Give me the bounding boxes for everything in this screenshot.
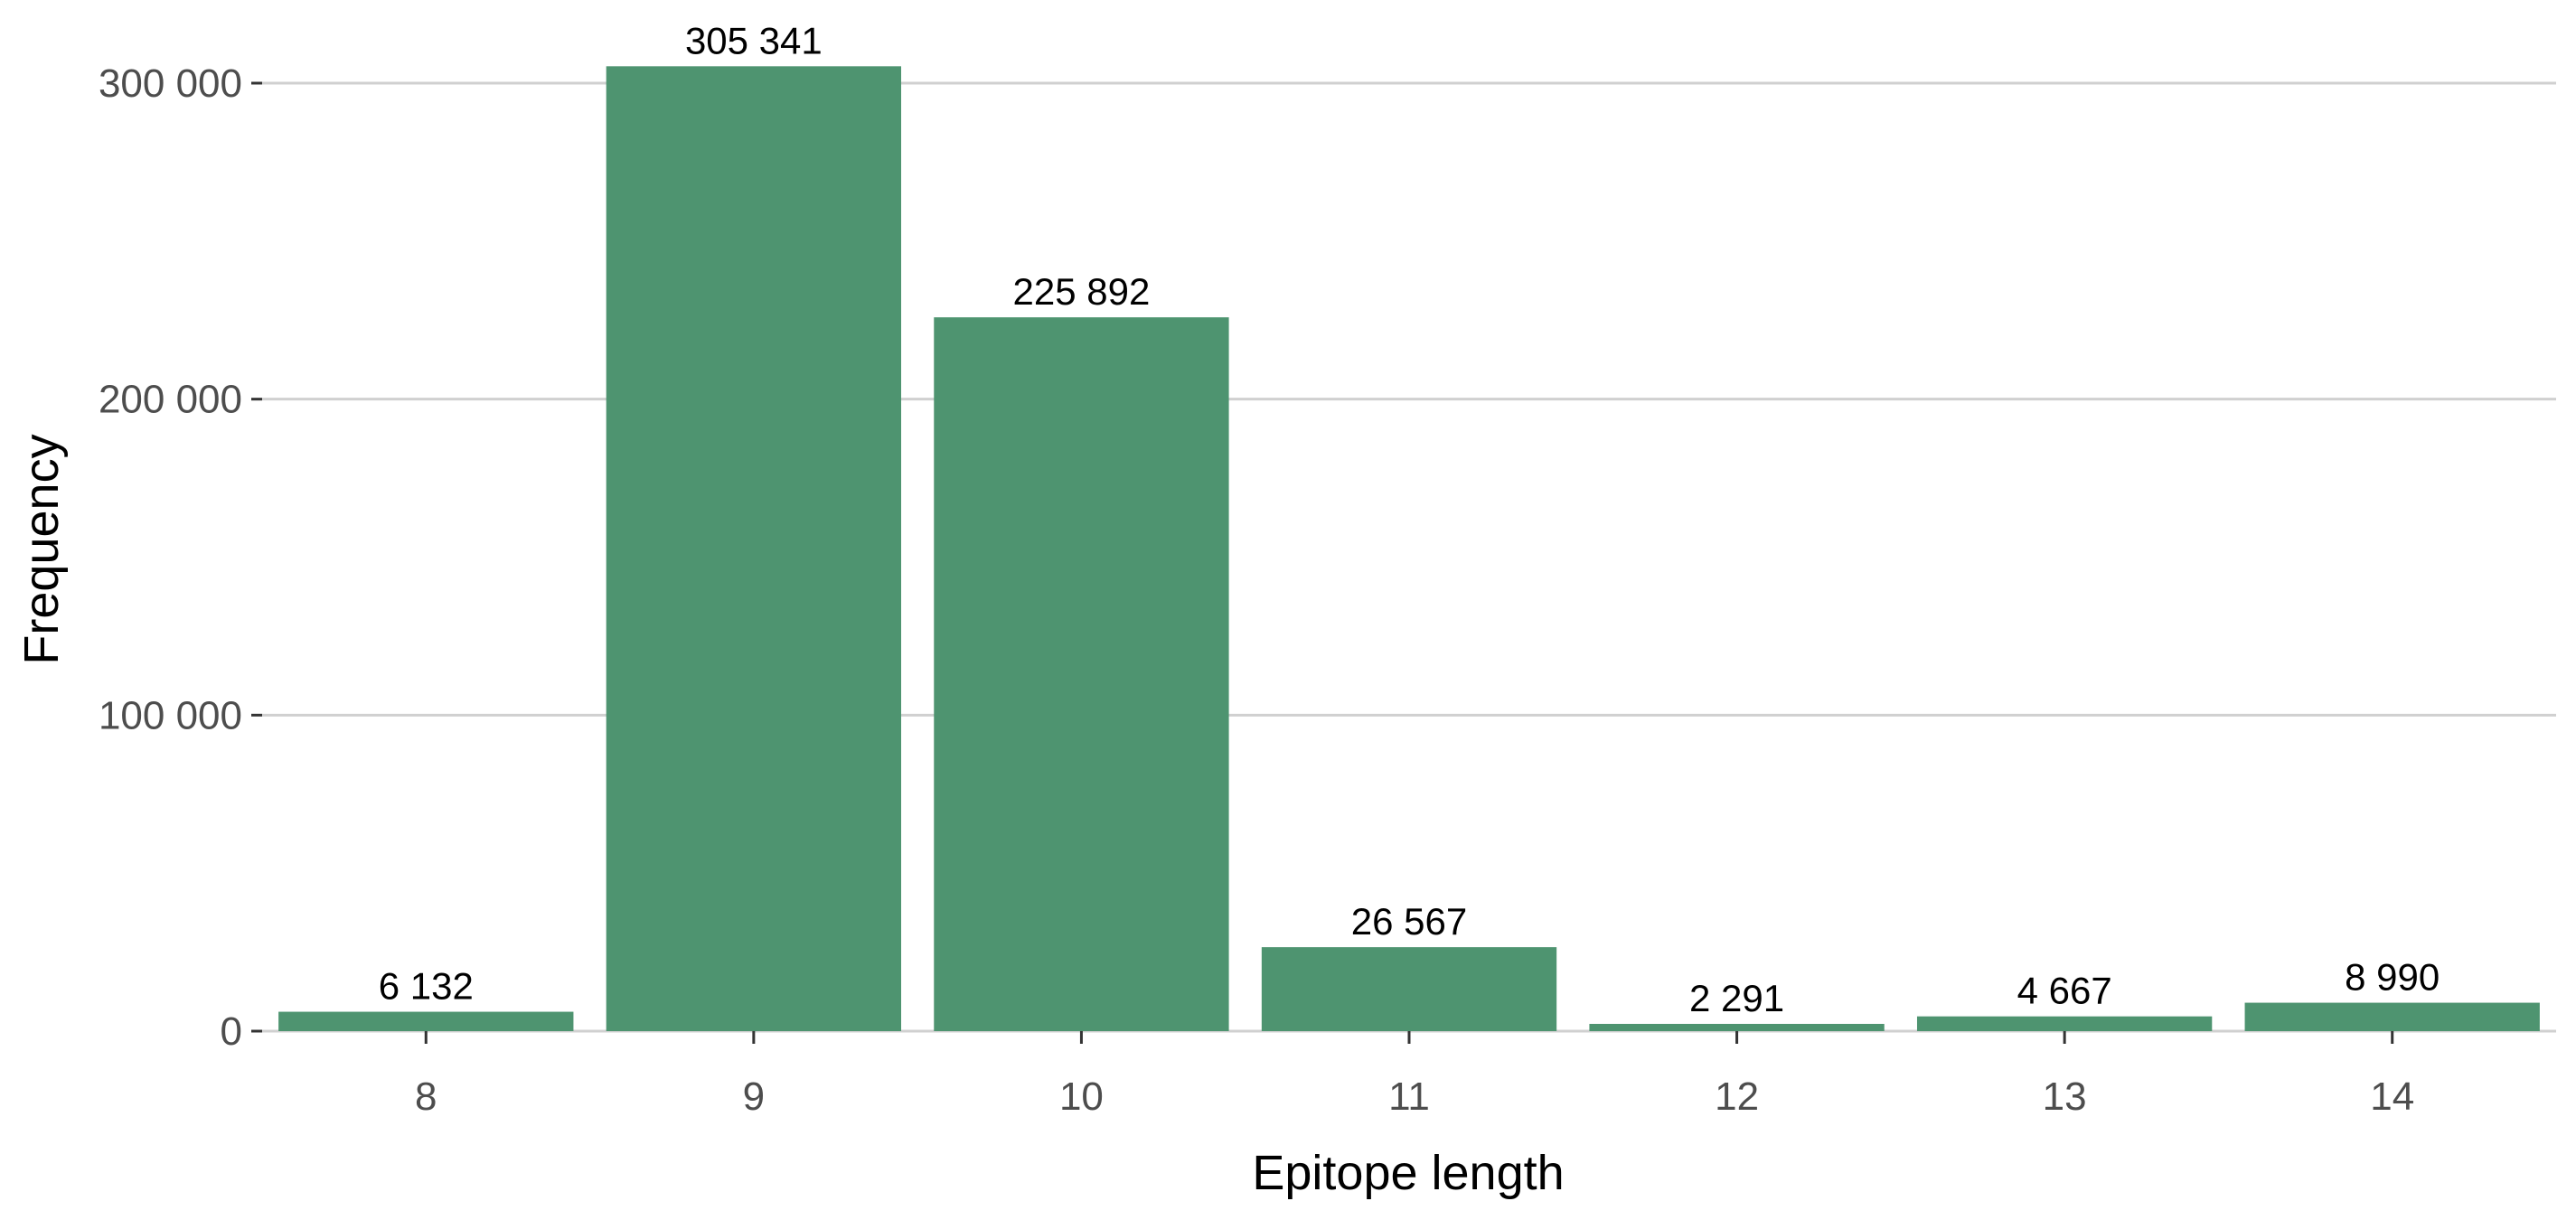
bar-9 xyxy=(606,66,902,1031)
data-label-8: 6 132 xyxy=(379,965,474,1008)
x-tick-label: 10 xyxy=(1059,1075,1104,1119)
y-tick-label: 300 000 xyxy=(99,61,242,106)
x-axis: 8 9 10 11 12 13 14 xyxy=(415,1031,2414,1119)
y-axis: 0 100 000 200 000 300 000 xyxy=(99,61,262,1054)
bars xyxy=(278,66,2540,1031)
bar-11 xyxy=(1261,947,1557,1031)
y-tick-label: 200 000 xyxy=(99,378,242,422)
x-tick-label: 8 xyxy=(415,1075,437,1119)
x-tick-label: 11 xyxy=(1388,1075,1430,1119)
x-axis-title: Epitope length xyxy=(1252,1146,1564,1200)
bar-13 xyxy=(1916,1016,2213,1031)
bar-8 xyxy=(278,1011,574,1031)
bar-12 xyxy=(1589,1023,1885,1031)
data-label-11: 26 567 xyxy=(1351,900,1467,943)
y-axis-title: Frequency xyxy=(14,434,69,664)
data-label-14: 8 990 xyxy=(2345,956,2440,999)
bar-10 xyxy=(934,317,1229,1031)
x-tick-label: 9 xyxy=(743,1075,765,1119)
data-label-12: 2 291 xyxy=(1689,977,1784,1019)
x-tick-label: 13 xyxy=(2043,1075,2087,1119)
data-label-13: 4 667 xyxy=(2017,970,2112,1012)
y-tick-label: 0 xyxy=(221,1009,242,1054)
data-label-9: 305 341 xyxy=(685,19,823,61)
x-tick-label: 12 xyxy=(1715,1075,1759,1119)
data-label-10: 225 892 xyxy=(1013,270,1151,313)
bar-14 xyxy=(2244,1002,2540,1031)
x-tick-label: 14 xyxy=(2370,1075,2414,1119)
data-labels: 6 132 305 341 225 892 26 567 2 291 4 667 8 990 xyxy=(379,19,2440,1019)
y-tick-label: 100 000 xyxy=(99,693,242,737)
